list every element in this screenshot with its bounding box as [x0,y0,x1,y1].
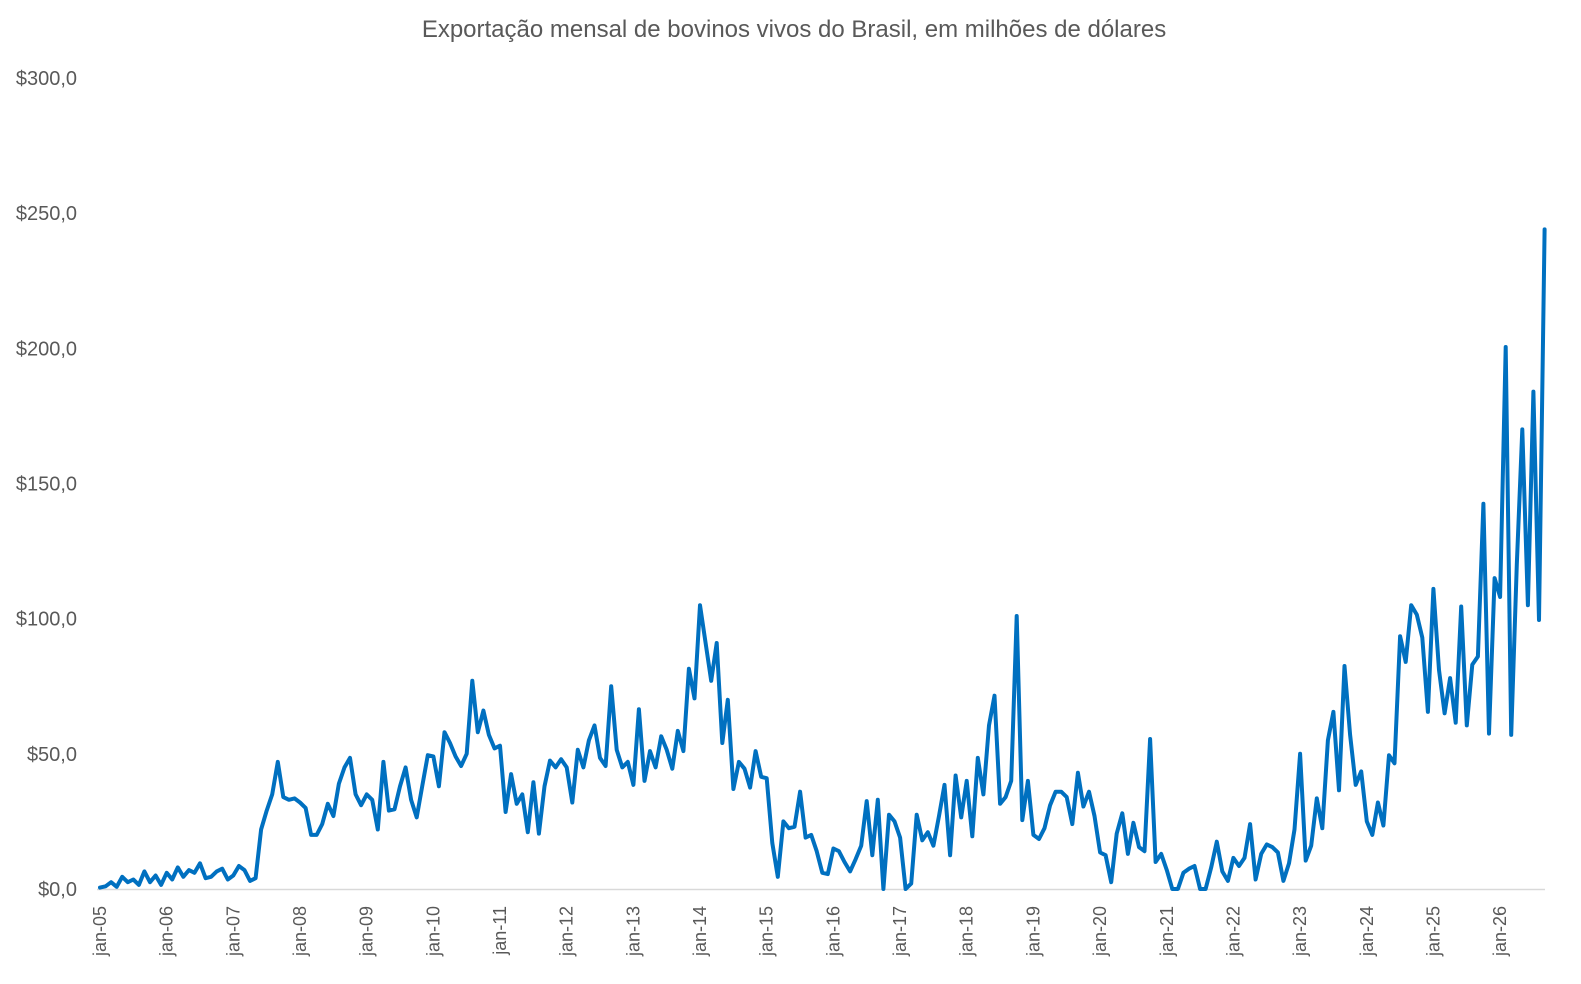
x-tick-label: jan-11 [490,906,510,956]
y-tick-label: $100,0 [16,609,77,631]
y-axis-tick-labels: $0,0 $50,0 $100,0 $150,0 $200,0 $250,0 $300,0 [16,68,77,901]
x-tick-label: jan-09 [357,906,377,957]
x-tick-label: jan-16 [823,906,843,957]
y-tick-label: $150,0 [16,474,77,496]
x-tick-label: jan-08 [290,906,310,957]
y-tick-label: $200,0 [16,338,77,360]
x-tick-label: jan-05 [90,906,110,957]
x-tick-label: jan-13 [623,906,643,957]
x-tick-label: jan-07 [223,906,243,957]
x-tick-label: jan-17 [890,906,910,957]
x-tick-label: jan-26 [1490,906,1510,957]
x-axis-tick-labels: jan-05 jan-06 jan-07 jan-08 jan-09 jan-10 jan-… [90,906,1510,957]
x-tick-label: jan-24 [1357,906,1377,957]
x-tick-label: jan-23 [1290,906,1310,957]
y-tick-label: $250,0 [16,203,77,225]
x-tick-label: jan-20 [1090,906,1110,957]
x-tick-label: jan-10 [423,906,443,957]
x-tick-label: jan-25 [1423,906,1443,957]
x-tick-label: jan-22 [1223,906,1243,957]
series-line [98,227,1547,891]
x-tick-label: jan-15 [757,906,777,957]
y-tick-label: $50,0 [27,744,77,766]
x-tick-label: jan-14 [690,906,710,957]
y-tick-label: $300,0 [16,68,77,90]
x-tick-label: jan-06 [157,906,177,957]
y-tick-label: $0,0 [38,879,77,901]
x-tick-label: jan-19 [1023,906,1043,957]
x-tick-label: jan-18 [957,906,977,957]
chart-title: Exportação mensal de bovinos vivos do Br… [422,16,1166,43]
x-tick-label: jan-21 [1157,906,1177,957]
x-tick-label: jan-12 [557,906,577,957]
